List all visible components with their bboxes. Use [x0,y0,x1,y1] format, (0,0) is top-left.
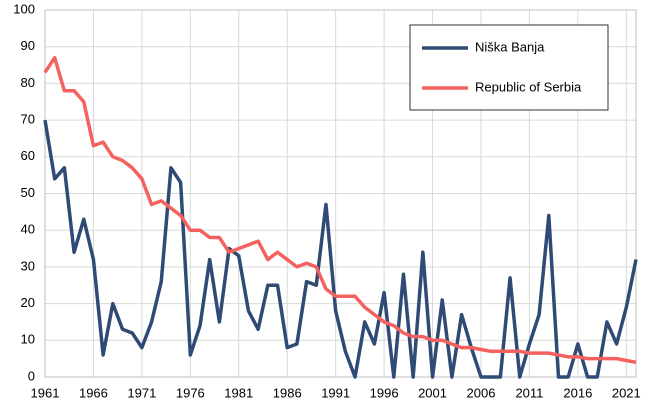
x-tick-label: 1961 [31,385,60,400]
y-tick-label: 30 [21,258,35,273]
x-tick-label: 2006 [467,385,496,400]
y-tick-label: 90 [21,38,35,53]
x-tick-label: 2021 [612,385,641,400]
legend-label: Republic of Serbia [475,79,582,94]
line-series [43,55,637,365]
x-tick-label: 2016 [563,385,592,400]
x-tick-label: 2011 [515,385,543,400]
x-tick-label: 2001 [418,385,447,400]
y-tick-label: 10 [21,332,35,347]
y-tick-label: 0 [28,368,35,383]
x-tick-label: 1991 [321,385,350,400]
x-tick-label: 1966 [79,385,108,400]
y-tick-label: 70 [21,112,35,127]
x-tick-label: 1986 [273,385,302,400]
y-tick-label: 20 [21,295,35,310]
legend-box [409,24,609,111]
y-tick-label: 60 [21,148,35,163]
x-tick-label: 1971 [127,385,156,400]
y-tick-label: 50 [21,185,35,200]
x-tick-label: 1996 [370,385,399,400]
plot-frame [44,9,637,378]
y-tick-label: 80 [21,75,35,90]
line-series [43,119,638,379]
y-tick-label: 40 [21,222,35,237]
legend-label: Niška Banja [475,39,545,54]
x-tick-label: 1981 [224,385,253,400]
x-tick-label: 1976 [176,385,205,400]
y-tick-label: 100 [13,1,35,16]
